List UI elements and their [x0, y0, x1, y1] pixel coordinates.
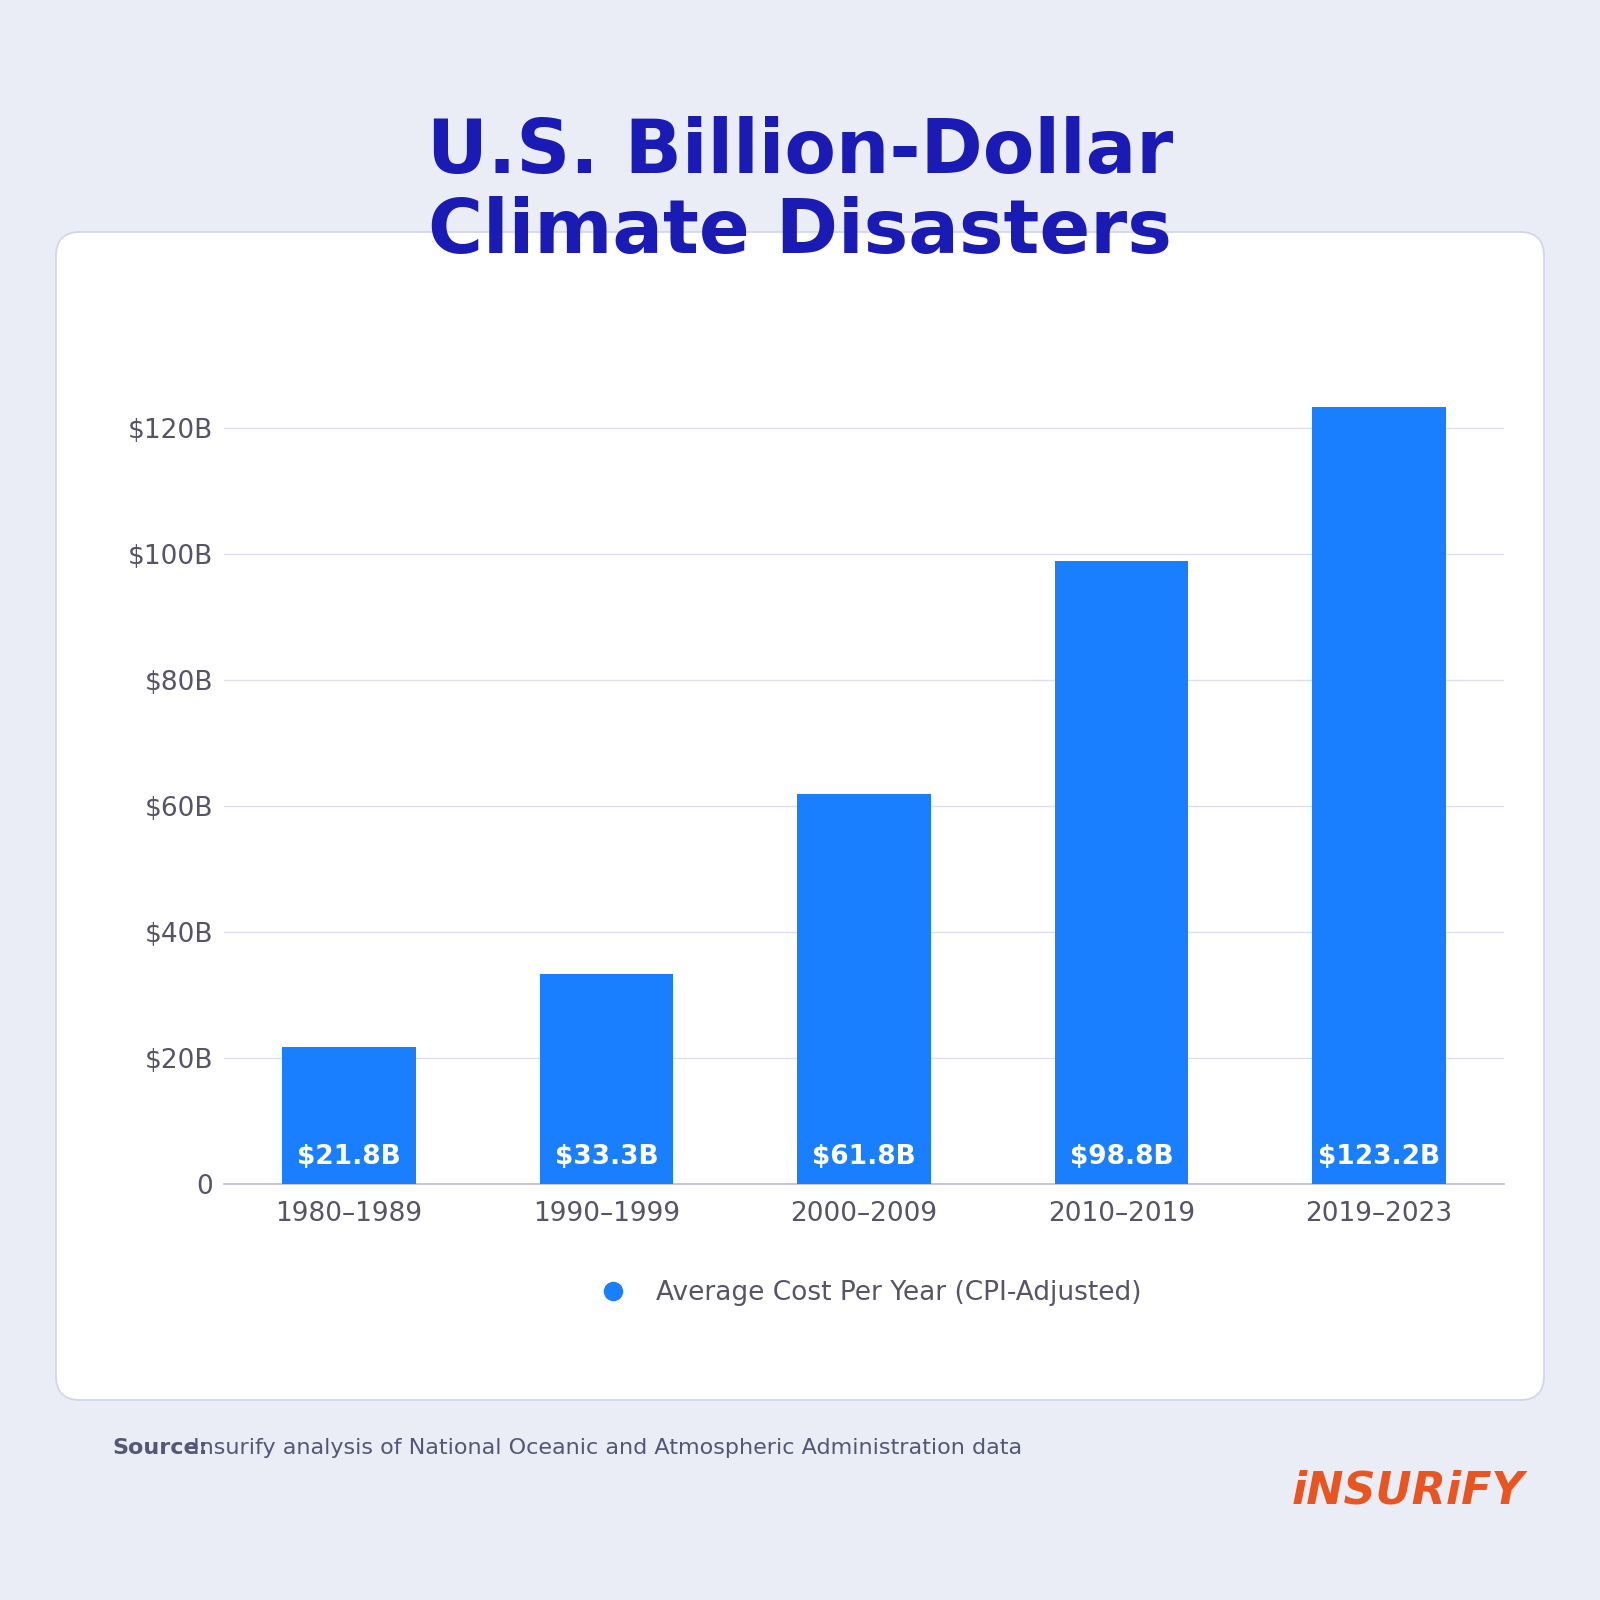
Text: U.S. Billion-Dollar: U.S. Billion-Dollar — [427, 115, 1173, 189]
Text: $98.8B: $98.8B — [1070, 1144, 1173, 1170]
Bar — [797, 795, 931, 1184]
Text: $33.3B: $33.3B — [555, 1144, 658, 1170]
Text: $61.8B: $61.8B — [813, 1144, 915, 1170]
Text: Insurify analysis of National Oceanic and Atmospheric Administration data: Insurify analysis of National Oceanic an… — [186, 1438, 1022, 1458]
Text: $123.2B: $123.2B — [1318, 1144, 1440, 1170]
Legend: Average Cost Per Year (CPI-Adjusted): Average Cost Per Year (CPI-Adjusted) — [576, 1269, 1152, 1317]
Bar — [282, 1046, 416, 1184]
Text: Climate Disasters: Climate Disasters — [429, 195, 1171, 269]
Text: Source:: Source: — [112, 1438, 208, 1458]
Text: iNSURiFY: iNSURiFY — [1291, 1470, 1525, 1512]
Bar — [1054, 562, 1189, 1184]
Bar — [539, 974, 674, 1184]
Bar — [1312, 408, 1446, 1184]
Text: $21.8B: $21.8B — [298, 1144, 402, 1170]
